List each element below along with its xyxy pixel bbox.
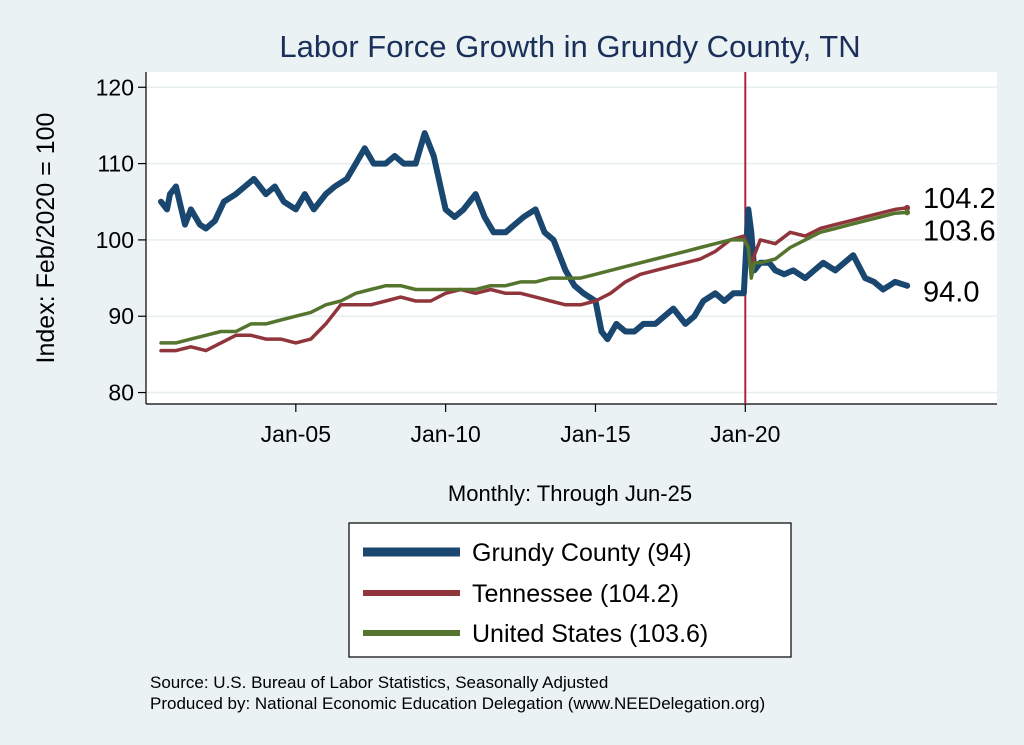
y-tick-label-100: 100 bbox=[96, 227, 134, 253]
x-tick-label-Jan-20: Jan-20 bbox=[710, 421, 780, 447]
legend: Grundy County (94) Tennessee (104.2) Unite… bbox=[363, 539, 708, 648]
plot-area bbox=[146, 72, 997, 404]
y-axis-ticks: 80 90 100 110 120 bbox=[96, 74, 146, 406]
series-line-2 bbox=[159, 210, 909, 345]
legend-label-2: United States (103.6) bbox=[472, 620, 708, 648]
series-line-1 bbox=[159, 206, 909, 353]
legend-label-0: Grundy County (94) bbox=[472, 539, 692, 567]
end-label-0: 94.0 bbox=[923, 277, 979, 309]
x-axis-ticks: Jan-05 Jan-10 Jan-15 Jan-20 bbox=[261, 404, 780, 447]
series-lines bbox=[158, 130, 911, 353]
y-tick-label-110: 110 bbox=[97, 151, 134, 177]
source-line-2: Produced by: National Economic Education… bbox=[150, 694, 765, 713]
y-tick-label-90: 90 bbox=[108, 303, 134, 329]
x-tick-label-Jan-15: Jan-15 bbox=[560, 421, 630, 447]
x-tick-label-Jan-05: Jan-05 bbox=[261, 421, 331, 447]
x-axis-title: Monthly: Through Jun-25 bbox=[448, 481, 692, 506]
end-label-2: 103.6 bbox=[923, 215, 996, 247]
series-end-point-0 bbox=[904, 282, 911, 289]
source-line-1: Source: U.S. Bureau of Labor Statistics,… bbox=[150, 673, 608, 692]
series-end-point-2 bbox=[904, 209, 911, 216]
x-tick-label-Jan-10: Jan-10 bbox=[410, 421, 480, 447]
chart-title: Labor Force Growth in Grundy County, TN bbox=[279, 29, 860, 64]
end-label-1: 104.2 bbox=[923, 183, 996, 215]
gridlines bbox=[146, 86, 997, 394]
series-end-point-1 bbox=[904, 204, 911, 211]
y-tick-label-80: 80 bbox=[108, 380, 134, 406]
series-line-0 bbox=[158, 130, 911, 343]
y-tick-label-120: 120 bbox=[96, 74, 134, 100]
legend-label-1: Tennessee (104.2) bbox=[472, 580, 679, 608]
y-axis-title: Index: Feb/2020 = 100 bbox=[32, 113, 60, 364]
